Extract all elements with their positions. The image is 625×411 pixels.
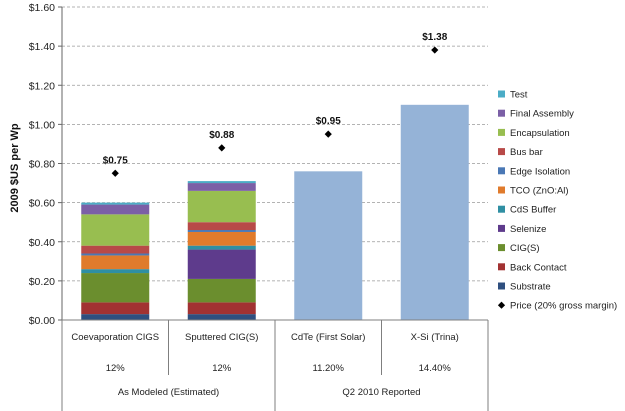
legend-swatch (497, 301, 506, 309)
legend-swatch (498, 90, 505, 98)
y-tick-label: $0.80 (29, 159, 55, 171)
group-label: Q2 2010 Reported (342, 387, 420, 398)
efficiency-label: 14.40% (419, 363, 452, 374)
legend-swatch (498, 263, 505, 271)
legend-swatch (498, 186, 505, 194)
legend-label: Price (20% gross margin) (510, 301, 617, 312)
efficiency-label: 12% (212, 363, 232, 374)
legend-label: Bus bar (510, 147, 543, 158)
bars (81, 104, 469, 320)
y-tick-label: $0.20 (29, 276, 55, 288)
category-label: Sputtered CIG(S) (185, 332, 258, 343)
category-label: Coevaporation CIGS (71, 332, 159, 343)
bar-segment (400, 104, 469, 320)
bar-segment (187, 183, 256, 191)
bar-segment (294, 171, 363, 320)
legend-swatch (498, 205, 505, 213)
bar-segment (187, 249, 256, 279)
y-tick-label: $1.20 (29, 80, 55, 92)
bar-segment (81, 302, 150, 315)
bar-segment (81, 214, 150, 246)
bar-segment (187, 181, 256, 184)
category-label: X-Si (Trina) (411, 332, 459, 343)
legend-swatch (498, 109, 505, 117)
category-label: CdTe (First Solar) (291, 332, 365, 343)
bar-segment (187, 314, 256, 320)
legend-label: Substrate (510, 282, 551, 293)
bar-segment (187, 231, 256, 246)
bar-segment (81, 314, 150, 320)
bar-segment (81, 273, 150, 303)
bar-segment (81, 204, 150, 215)
y-tick-label: $0.40 (29, 237, 55, 249)
legend-label: Back Contact (510, 262, 567, 273)
legend-label: Selenize (510, 224, 546, 235)
y-axis-ticks: $0.00 $0.20 $0.40 $0.60 $0.80 $1.00 $1.20 $1.40… (29, 2, 63, 327)
price-label: $0.88 (209, 130, 234, 141)
legend-label: Encapsulation (510, 128, 570, 139)
bar-segment (187, 230, 256, 232)
price-marker (324, 130, 332, 138)
legend-label: CdS Buffer (510, 205, 556, 216)
bar-segment (81, 255, 150, 270)
bar-segment (187, 190, 256, 223)
legend-swatch (498, 167, 505, 175)
bar-segment (187, 278, 256, 303)
price-markers: $0.75 $0.88 $0.95 $1.38 (103, 32, 448, 177)
legend-swatch (498, 282, 505, 290)
price-label: $0.75 (103, 155, 128, 166)
legend-label: Edge Isolation (510, 166, 570, 177)
y-axis-label: 2009 $US per Wp (9, 123, 21, 213)
price-marker (218, 144, 226, 152)
y-tick-label: $0.00 (29, 315, 55, 327)
legend-label: Test (510, 90, 528, 101)
legend-swatch (498, 244, 505, 252)
bar-segment (81, 253, 150, 256)
legend-swatch (498, 148, 505, 156)
bar-segment (187, 302, 256, 315)
legend-swatch (498, 128, 505, 136)
efficiency-label: 12% (106, 363, 126, 374)
price-marker (431, 46, 439, 54)
bar-segment (81, 245, 150, 254)
legend-swatch (498, 224, 505, 232)
legend-label: Final Assembly (510, 109, 574, 120)
legend-label: CIG(S) (510, 243, 540, 254)
y-tick-label: $1.60 (29, 2, 55, 14)
y-tick-label: $1.40 (29, 41, 55, 53)
bar-segment (187, 222, 256, 231)
y-tick-label: $1.00 (29, 119, 55, 131)
price-label: $1.38 (422, 32, 447, 43)
y-tick-label: $0.60 (29, 198, 55, 210)
bar-segment (187, 245, 256, 250)
group-label: As Modeled (Estimated) (118, 387, 219, 398)
legend: Test Final Assembly Encapsulation Bus bar Ed… (497, 90, 617, 312)
efficiency-label: 11.20% (312, 363, 344, 374)
price-marker (111, 169, 119, 177)
category-axis-table: Coevaporation CIGS 12% Sputtered CIG(S) 12%… (61, 319, 489, 411)
legend-label: TCO (ZnO:Al) (510, 186, 569, 197)
price-label: $0.95 (316, 116, 341, 127)
bar-segment (81, 202, 150, 205)
bar-segment (81, 269, 150, 274)
